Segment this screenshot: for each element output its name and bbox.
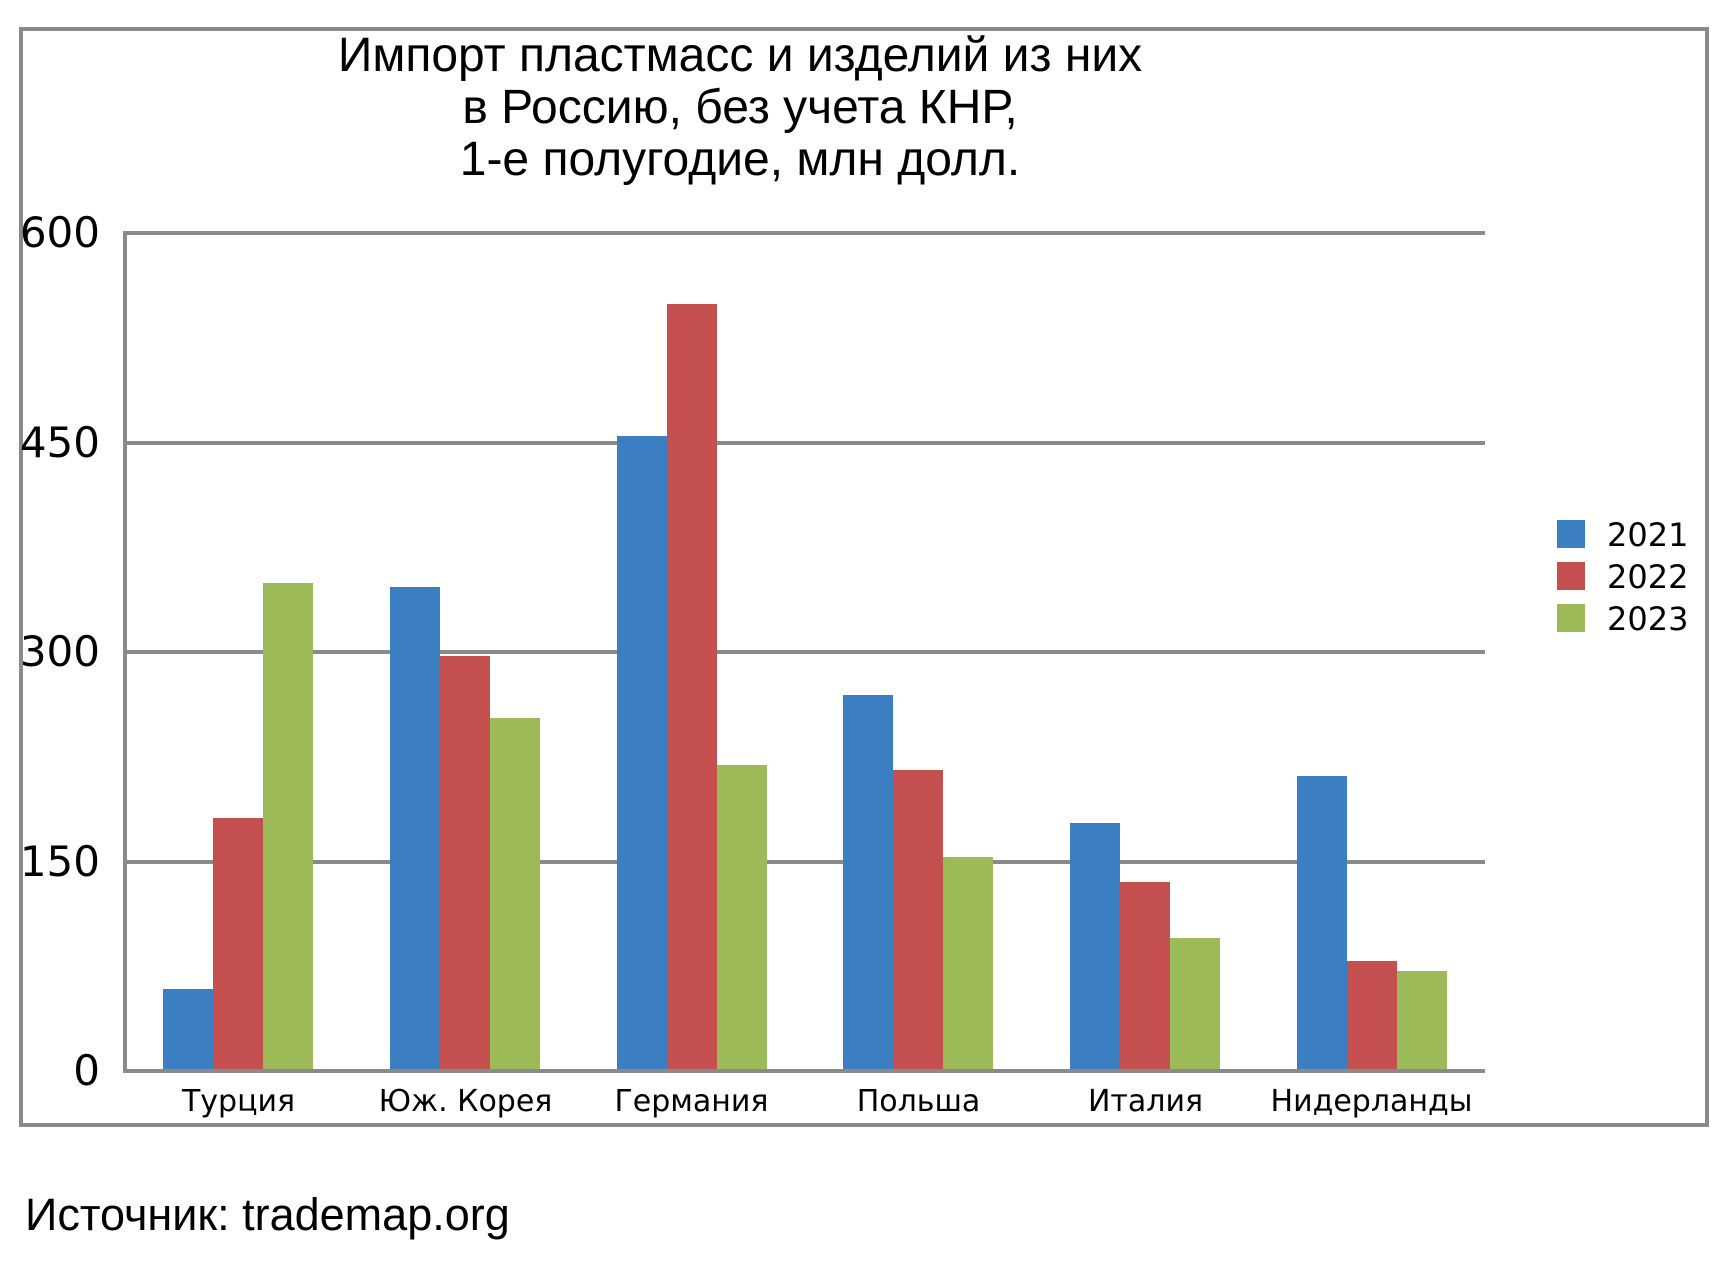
bar-2022-Польша: [893, 770, 943, 1069]
bar-2021-Турция: [163, 989, 213, 1069]
x-label-Юж. Корея: Юж. Корея: [378, 1084, 553, 1119]
bar-2022-Германия: [667, 304, 717, 1069]
bar-2021-Италия: [1070, 823, 1120, 1069]
legend-item-2023: 2023: [1557, 602, 1697, 638]
y-axis-line: [123, 231, 127, 1071]
y-tick-label-600: 600: [19, 208, 100, 257]
bar-2021-Юж. Корея: [390, 587, 440, 1069]
y-tick-label-0: 0: [73, 1046, 100, 1095]
bar-2022-Юж. Корея: [440, 656, 490, 1069]
bar-2021-Нидерланды: [1297, 776, 1347, 1069]
chart-title: Импорт пластмасс и изделий из них в Росс…: [20, 30, 1460, 186]
bar-2023-Нидерланды: [1397, 971, 1447, 1069]
bar-2021-Германия: [617, 436, 667, 1069]
bar-2021-Польша: [843, 695, 893, 1069]
legend-item-2021: 2021: [1557, 518, 1697, 554]
y-tick-label-150: 150: [19, 836, 100, 886]
legend-swatch-2022: [1557, 562, 1585, 590]
legend-label-2021: 2021: [1607, 516, 1689, 554]
y-tick-label-300: 300: [19, 627, 100, 676]
source-caption: Источник: trademap.org: [25, 1189, 510, 1240]
legend-swatch-2021: [1557, 520, 1585, 548]
bar-2023-Турция: [263, 583, 313, 1069]
bar-2023-Польша: [943, 857, 993, 1069]
legend-label-2022: 2022: [1607, 558, 1689, 596]
chart-title-line-3: 1-е полугодие, млн долл.: [459, 133, 1021, 186]
gridline-600: [123, 231, 1485, 235]
x-label-Турция: Турция: [181, 1084, 296, 1119]
gridline-150: [123, 859, 1485, 864]
y-tick-label-450: 450: [19, 417, 100, 467]
legend-swatch-2023: [1557, 604, 1585, 632]
x-label-Германия: Германия: [614, 1084, 769, 1119]
bar-2023-Италия: [1170, 938, 1220, 1069]
bar-2022-Италия: [1120, 882, 1170, 1069]
x-axis-line: [123, 1069, 1485, 1073]
bar-2022-Турция: [213, 818, 263, 1069]
bar-2023-Германия: [717, 765, 767, 1069]
chart-title-line-2: в Россию, без учета КНР,: [462, 81, 1018, 134]
x-label-Нидерланды: Нидерланды: [1270, 1084, 1473, 1119]
x-label-Польша: Польша: [856, 1084, 981, 1119]
legend-item-2022: 2022: [1557, 560, 1697, 596]
gridline-450: [123, 440, 1485, 445]
x-label-Италия: Италия: [1087, 1084, 1204, 1119]
bar-2022-Нидерланды: [1347, 961, 1397, 1069]
bar-2023-Юж. Корея: [490, 718, 540, 1069]
legend-label-2023: 2023: [1607, 600, 1689, 638]
gridline-300: [123, 650, 1485, 654]
chart-title-line-1: Импорт пластмасс и изделий из них: [337, 29, 1143, 82]
